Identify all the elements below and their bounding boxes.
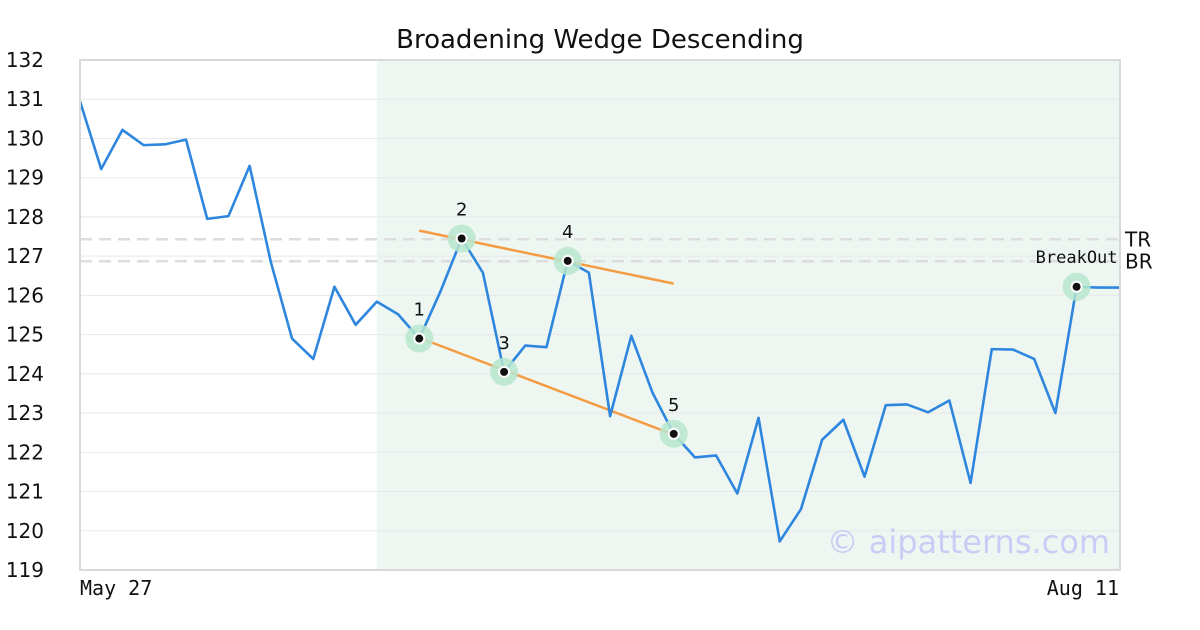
y-tick-label: 123 bbox=[6, 401, 44, 425]
point-label-2: 2 bbox=[456, 200, 467, 221]
point-label-breakout: BreakOut bbox=[1036, 248, 1118, 268]
y-axis: 119 120 121 122 123 124 125 126 127 128 129 130 131 1… bbox=[6, 48, 44, 582]
point-marker-1 bbox=[413, 332, 426, 345]
lower-trend-line bbox=[418, 336, 675, 436]
y-tick-label: 120 bbox=[6, 519, 44, 543]
y-tick-label: 121 bbox=[6, 480, 44, 504]
pattern-highlight-region bbox=[376, 60, 1119, 570]
point-marker-5 bbox=[667, 427, 680, 440]
y-tick-label: 129 bbox=[6, 166, 44, 190]
y-tick-label: 119 bbox=[6, 558, 44, 582]
y-tick-label: 127 bbox=[6, 244, 44, 268]
reference-label-br: BR bbox=[1125, 249, 1153, 273]
y-tick-label: 131 bbox=[6, 87, 44, 111]
watermark: © aipatterns.com bbox=[827, 523, 1110, 561]
point-marker-2 bbox=[455, 232, 468, 245]
pattern-points: 1 2 3 4 5 BreakOut bbox=[405, 200, 1118, 448]
y-tick-label: 132 bbox=[6, 48, 44, 72]
point-label-3: 3 bbox=[498, 333, 509, 354]
y-tick-label: 125 bbox=[6, 323, 44, 347]
y-tick-label: 126 bbox=[6, 283, 44, 307]
point-label-5: 5 bbox=[668, 395, 679, 416]
plot-frame bbox=[79, 59, 1121, 571]
chart-title: Broadening Wedge Descending bbox=[396, 25, 804, 55]
series-line bbox=[78, 100, 1119, 543]
y-tick-label: 124 bbox=[6, 362, 44, 386]
price-line bbox=[78, 100, 1119, 543]
y-tick-label: 122 bbox=[6, 440, 44, 464]
point-marker-breakout bbox=[1070, 280, 1083, 293]
reference-label-tr: TR bbox=[1124, 227, 1151, 251]
point-marker-4 bbox=[561, 254, 574, 267]
y-tick-label: 128 bbox=[6, 205, 44, 229]
point-label-4: 4 bbox=[562, 222, 573, 243]
y-tick-label: 130 bbox=[6, 126, 44, 150]
point-label-1: 1 bbox=[414, 300, 425, 321]
point-marker-3 bbox=[498, 365, 511, 378]
x-tick-start: May 27 bbox=[80, 576, 152, 600]
x-tick-end: Aug 11 bbox=[1047, 576, 1119, 600]
